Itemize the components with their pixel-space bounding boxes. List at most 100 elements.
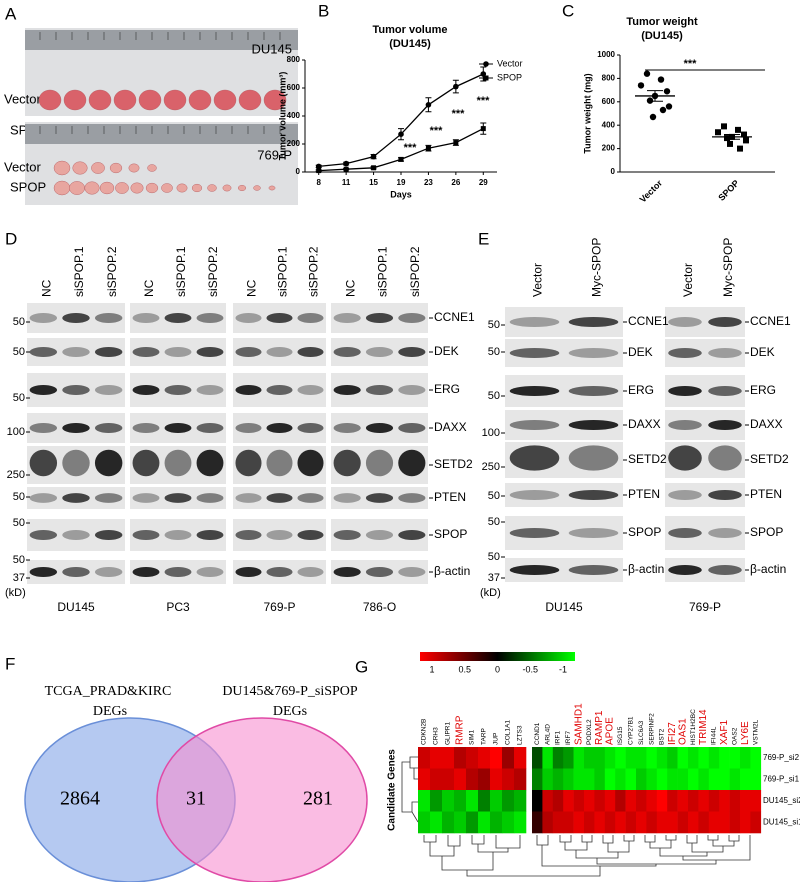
marker-label: 50 <box>488 516 500 528</box>
tumor <box>147 164 157 172</box>
tumor <box>188 89 212 111</box>
data-point <box>657 76 665 83</box>
lane-label: siSPOP.1 <box>276 246 290 297</box>
heatmap-cell <box>708 747 720 769</box>
gene-label: OAS1 <box>677 718 688 745</box>
tumor <box>222 184 232 192</box>
data-point <box>743 137 749 144</box>
y-tick-label: 800 <box>602 74 616 83</box>
blot-band <box>509 317 560 327</box>
blot-band <box>164 449 192 477</box>
group-label: PC3 <box>166 600 190 614</box>
gene-label: RMRP <box>455 715 466 745</box>
gene-label: CCND1 <box>534 722 541 745</box>
heatmap-cell <box>646 811 658 834</box>
x-tick-label: 29 <box>479 178 488 187</box>
gene-label: ARL4D <box>544 724 551 745</box>
data-point <box>665 103 673 110</box>
heatmap-cell <box>418 768 431 791</box>
heatmap-cell <box>750 768 762 791</box>
blot-band <box>196 423 224 433</box>
heatmap-cell <box>656 747 668 769</box>
protein-label: DAXX <box>628 417 661 431</box>
heatmap-cell <box>750 790 762 812</box>
heatmap-cell <box>656 768 668 791</box>
blot-band <box>668 445 702 471</box>
gene-label: BST2 <box>659 728 666 745</box>
blot-band <box>509 528 560 538</box>
lane-label: NC <box>245 279 259 297</box>
tumor <box>113 89 137 111</box>
gene-label: IFI27 <box>667 722 678 745</box>
tumor <box>191 183 203 193</box>
protein-label: DAXX <box>750 417 783 431</box>
heatmap-cell <box>584 811 595 834</box>
blot-band <box>509 348 560 358</box>
protein-label: CCNE1 <box>750 314 791 328</box>
tumor <box>145 182 159 194</box>
blot-band <box>297 530 324 540</box>
blot-band <box>297 423 324 433</box>
tumor <box>109 162 123 174</box>
heatmap-cell <box>454 747 467 769</box>
protein-label: β-actin <box>750 562 786 576</box>
gene-label: CDKN2B <box>421 719 428 745</box>
protein-label: SETD2 <box>434 457 473 471</box>
heatmap-cell <box>478 768 491 791</box>
heatmap-cell <box>636 790 647 812</box>
blot-band <box>333 449 361 477</box>
heatmap-cell <box>708 768 720 791</box>
blot-band <box>668 386 702 396</box>
heatmap-cell <box>532 790 543 812</box>
blot-band <box>365 385 394 395</box>
heatmap-cell <box>646 790 658 812</box>
blot-band <box>266 493 293 503</box>
blot-band <box>94 385 123 395</box>
blot-band <box>708 565 742 575</box>
blot-band <box>29 530 58 540</box>
blot-band <box>235 449 262 477</box>
heatmap-cell <box>563 747 574 769</box>
tumor <box>84 181 100 195</box>
blot-band <box>333 313 361 323</box>
heatmap-cell <box>625 790 637 812</box>
blot-band <box>297 567 324 577</box>
marker-label: 37 <box>13 572 25 584</box>
error-bar <box>724 134 740 140</box>
heatmap-cell <box>418 811 431 834</box>
protein-label: DAXX <box>434 420 467 434</box>
heatmap-cell <box>729 811 741 834</box>
heatmap-cell <box>442 747 455 769</box>
heatmap-cell <box>615 790 626 812</box>
y-tick-label: 600 <box>287 83 301 92</box>
blot-band <box>164 530 192 540</box>
data-point <box>315 163 322 170</box>
gene-label: TRIM14 <box>698 709 709 745</box>
blot-band <box>708 528 742 538</box>
data-point <box>727 140 733 147</box>
blot-band <box>132 493 160 503</box>
blot-band <box>164 493 192 503</box>
heatmap-cell <box>698 811 710 834</box>
blot-band <box>398 313 426 323</box>
marker-label: 100 <box>7 426 25 438</box>
group-label: DU145 <box>545 600 583 614</box>
blot-band <box>297 313 324 323</box>
blot-band <box>398 493 426 503</box>
blot-band <box>62 567 90 577</box>
blot-band <box>266 449 293 477</box>
heatmap-cell <box>719 768 730 791</box>
venn-count: 2864 <box>60 788 100 810</box>
blot-band <box>94 313 123 323</box>
blot-band <box>668 565 702 575</box>
cell-line-label: 769-P <box>257 147 292 162</box>
blot-band <box>94 493 123 503</box>
blot-band <box>398 347 426 357</box>
protein-label: ERG <box>750 383 776 397</box>
heatmap-cell <box>502 811 515 834</box>
protein-label: DEK <box>750 345 775 359</box>
blot-band <box>196 530 224 540</box>
tumor <box>115 182 129 194</box>
heatmap-cell <box>542 790 554 812</box>
heatmap-cell <box>552 790 564 812</box>
